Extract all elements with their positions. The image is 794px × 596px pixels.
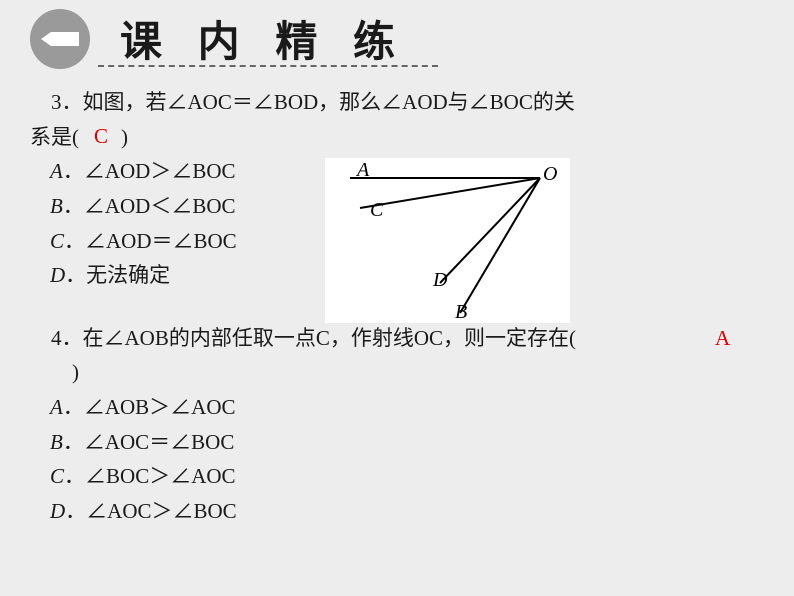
svg-text:B: B — [455, 301, 467, 323]
q3-c-text: ．∠AOD＝∠BOC — [64, 229, 237, 253]
q3-line1: 如图，若∠AOC＝∠BOD，那么∠AOD与∠BOC的关 — [83, 90, 575, 114]
q3-number: 3． — [51, 90, 83, 114]
pencil-icon — [30, 9, 90, 69]
q4-c-text: ．∠BOC＞∠AOC — [64, 464, 236, 488]
q3-a-text: ．∠AOD＞∠BOC — [63, 159, 236, 183]
q4-b-text: ．∠AOC＝∠BOC — [63, 430, 235, 454]
svg-text:A: A — [355, 159, 370, 181]
question-4-text: 4．在∠AOB的内部任取一点C，作射线OC，则一定存在( A ) — [30, 321, 764, 390]
svg-text:C: C — [370, 199, 384, 221]
q3-d-letter: D — [50, 263, 65, 287]
q4-number: 4． — [51, 326, 83, 350]
q3-answer: C — [94, 119, 108, 154]
q4-option-b: B．∠AOC＝∠BOC — [50, 425, 764, 460]
header-divider — [98, 65, 438, 67]
geometry-figure: A O C DB — [325, 158, 570, 323]
q4-answer: A — [715, 321, 730, 356]
q4-line2: ) — [72, 360, 79, 384]
section-title: 课 内 精 练 — [120, 8, 407, 69]
q3-d-text: ．无法确定 — [65, 263, 170, 287]
q4-d-text: ．∠AOC＞∠BOC — [65, 499, 237, 523]
q4-d-letter: D — [50, 499, 65, 523]
q4-a-text: ．∠AOB＞∠AOC — [63, 395, 236, 419]
q3-b-text: ．∠AOD＜∠BOC — [63, 194, 236, 218]
q3-b-letter: B — [50, 194, 63, 218]
q3-c-letter: C — [50, 229, 64, 253]
q3-a-letter: A — [50, 159, 63, 183]
q3-line2: 系是( — [30, 125, 79, 149]
angle-diagram-svg: A O C DB — [325, 158, 570, 323]
q4-b-letter: B — [50, 430, 63, 454]
q3-line2-end: ) — [121, 125, 128, 149]
q4-option-a: A．∠AOB＞∠AOC — [50, 390, 764, 425]
q4-c-letter: C — [50, 464, 64, 488]
question-3-text: 3．如图，若∠AOC＝∠BOD，那么∠AOD与∠BOC的关 系是( C ) — [30, 85, 764, 154]
q4-option-c: C．∠BOC＞∠AOC — [50, 459, 764, 494]
question-4: 4．在∠AOB的内部任取一点C，作射线OC，则一定存在(A ) A．∠AOB＞∠… — [30, 321, 764, 529]
svg-text:O: O — [543, 163, 557, 185]
q4-line1: 在∠AOB的内部任取一点C，作射线OC，则一定存在( — [83, 326, 577, 350]
q4-a-letter: A — [50, 395, 63, 419]
svg-text:D: D — [432, 269, 448, 291]
q4-option-d: D．∠AOC＞∠BOC — [50, 494, 764, 529]
section-header: 课 内 精 练 — [30, 8, 407, 69]
